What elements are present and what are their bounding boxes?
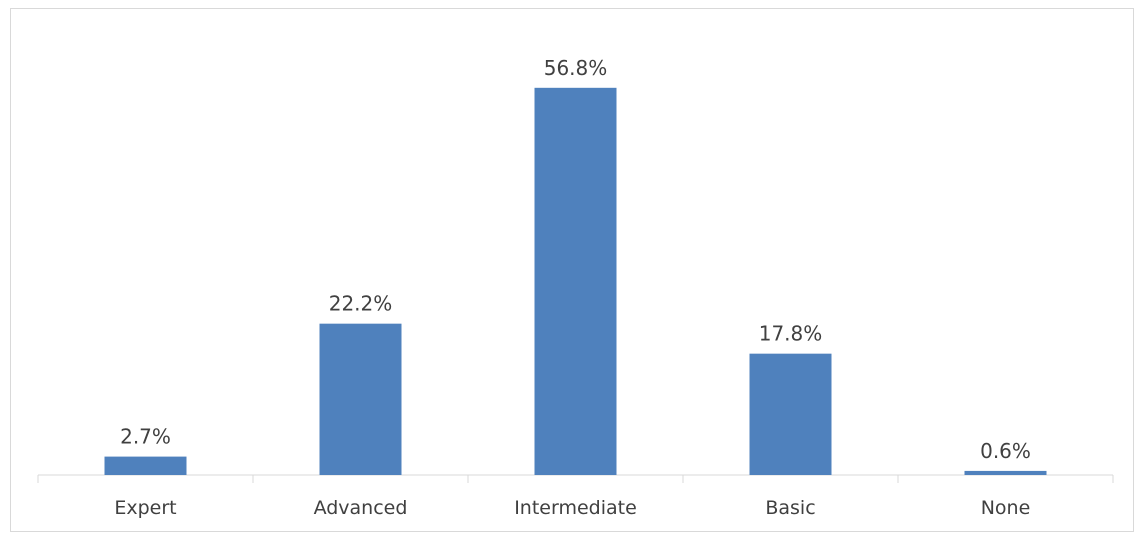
category-label-basic: Basic bbox=[765, 497, 815, 519]
category-label-expert: Expert bbox=[114, 497, 176, 519]
category-label-intermediate: Intermediate bbox=[514, 497, 637, 519]
data-label-intermediate: 56.8% bbox=[544, 56, 608, 80]
data-label-basic: 17.8% bbox=[759, 322, 823, 346]
bar-advanced bbox=[319, 323, 402, 475]
data-label-advanced: 22.2% bbox=[329, 292, 393, 316]
bars bbox=[104, 87, 1047, 476]
data-labels: 2.7% 22.2% 56.8% 17.8% 0.6% bbox=[120, 56, 1031, 463]
category-label-none: None bbox=[981, 497, 1031, 519]
category-label-advanced: Advanced bbox=[314, 497, 408, 519]
bar-basic bbox=[749, 353, 832, 475]
category-labels: Expert Advanced Intermediate Basic None bbox=[114, 497, 1030, 519]
data-label-none: 0.6% bbox=[980, 439, 1031, 463]
bar-intermediate bbox=[534, 87, 617, 476]
bar-expert bbox=[104, 456, 187, 475]
bar-none bbox=[964, 470, 1047, 475]
x-axis-ticks bbox=[37, 475, 1114, 483]
data-label-expert: 2.7% bbox=[120, 425, 171, 449]
